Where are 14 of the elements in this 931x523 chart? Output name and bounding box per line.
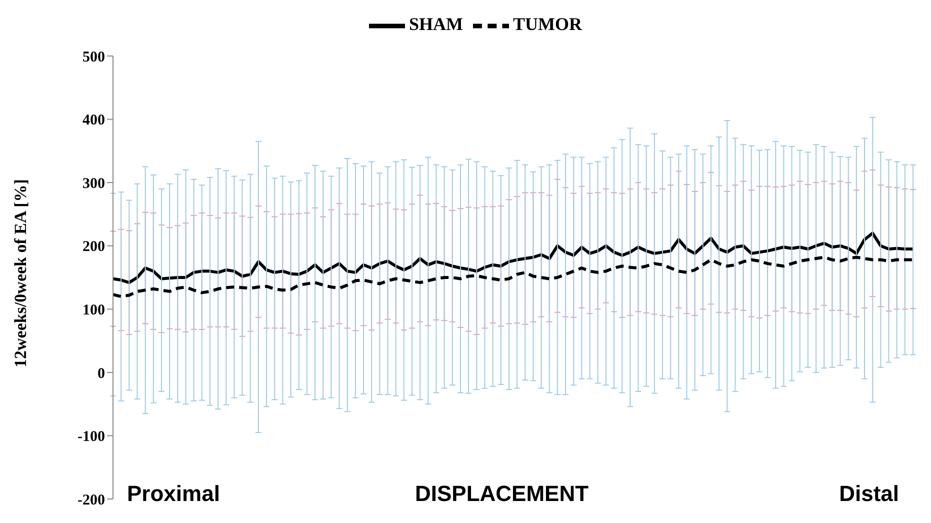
legend-label: TUMOR [513,14,582,34]
y-tick-label: -200 [78,492,105,508]
annotation: Proximal [123,481,224,507]
y-tick-label: 0 [98,366,105,382]
y-tick-label: 400 [82,112,105,129]
annotation: Distal [835,481,903,507]
y-tick-label: 300 [82,176,105,192]
y-tick-label: 100 [82,302,105,318]
y-tick-label: 500 [82,49,105,66]
y-tick-label: -100 [78,429,105,446]
y-axis-title: 12weeks/0week of EA [%] [11,179,30,368]
y-tick-label: 200 [82,239,105,256]
legend-label: SHAM [409,14,463,34]
annotation: DISPLACEMENT [411,481,593,507]
